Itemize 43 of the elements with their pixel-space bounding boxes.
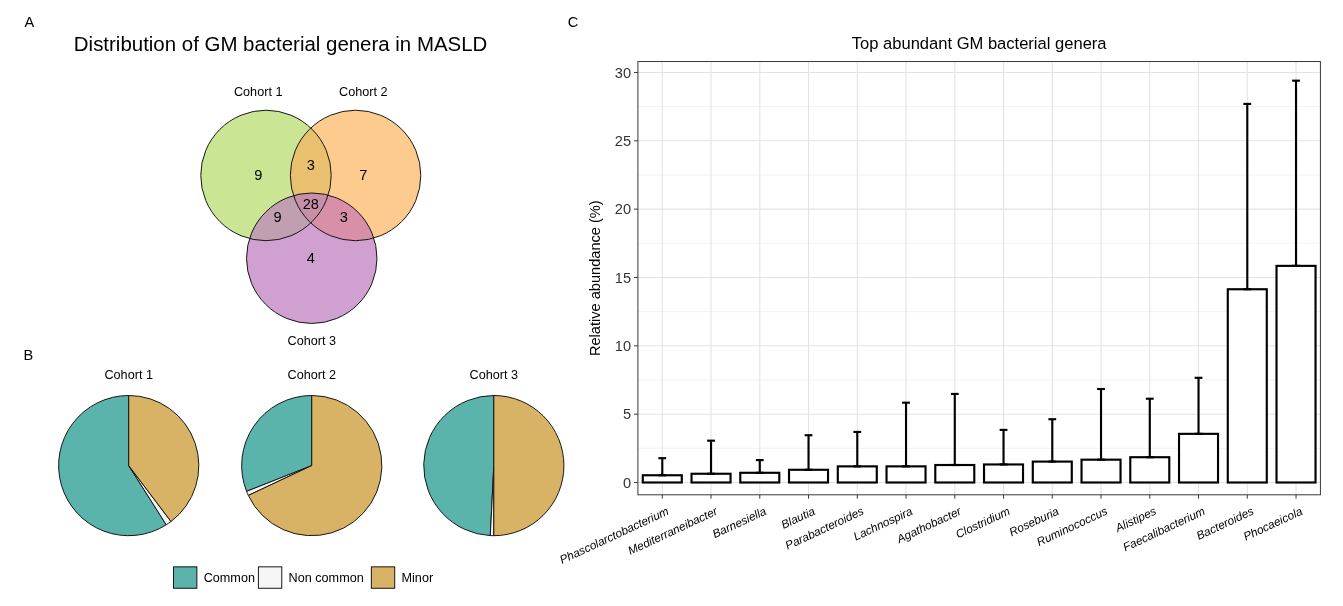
y-tick-label: 10 bbox=[614, 337, 632, 354]
text: 9 bbox=[273, 209, 282, 226]
text: 7 bbox=[359, 167, 368, 184]
text: 3 bbox=[339, 209, 348, 226]
y-tick-label: 25 bbox=[614, 132, 632, 149]
bar bbox=[1226, 288, 1268, 484]
text: C bbox=[567, 14, 579, 31]
text: Cohort 2 bbox=[339, 84, 388, 99]
chart-title: Cohort 1 bbox=[104, 367, 153, 382]
bar bbox=[641, 474, 683, 484]
bar bbox=[739, 471, 781, 484]
chart-title: Cohort 3 bbox=[469, 367, 519, 382]
bar bbox=[1031, 460, 1073, 484]
y-tick-label: 30 bbox=[614, 64, 632, 81]
text: 3 bbox=[306, 156, 315, 173]
text: 9 bbox=[254, 167, 263, 184]
y-axis-title: Relative abundance (%) bbox=[586, 200, 603, 357]
bar bbox=[1129, 456, 1171, 484]
y-tick-label: 0 bbox=[622, 474, 632, 491]
legend-label: Minor bbox=[401, 571, 434, 586]
text: 28 bbox=[302, 195, 319, 212]
legend-label: Non common bbox=[288, 571, 364, 586]
bar bbox=[1080, 458, 1122, 484]
text: 4 bbox=[306, 250, 315, 267]
bar bbox=[787, 468, 830, 484]
chart-title: Top abundant GM bacterial genera bbox=[851, 33, 1108, 53]
bar bbox=[982, 463, 1025, 484]
text: B bbox=[23, 347, 34, 364]
bar bbox=[1177, 432, 1220, 484]
text: Cohort 3 bbox=[287, 333, 336, 348]
legend-label: Common bbox=[203, 571, 255, 586]
text: Distribution of GM bacterial genera in MASLD bbox=[73, 31, 488, 55]
bar bbox=[934, 463, 976, 484]
bar bbox=[1275, 264, 1317, 484]
y-tick-label: 5 bbox=[622, 406, 632, 423]
bar bbox=[690, 472, 732, 484]
text: A bbox=[24, 14, 35, 31]
bar bbox=[836, 465, 878, 484]
chart-title: Cohort 2 bbox=[287, 367, 336, 382]
text: Cohort 1 bbox=[233, 84, 283, 99]
y-tick-label: 15 bbox=[614, 269, 632, 286]
bar bbox=[885, 465, 927, 484]
y-tick-label: 20 bbox=[614, 201, 632, 218]
